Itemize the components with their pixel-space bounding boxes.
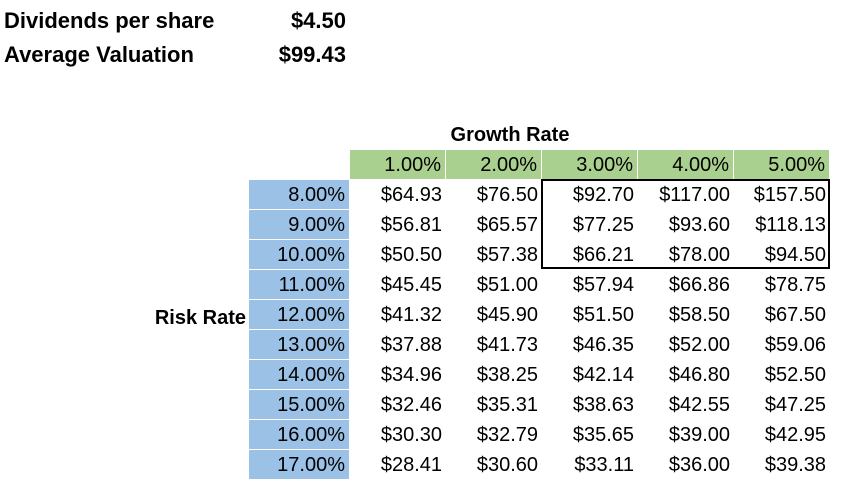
valuation-cell: $41.32	[380, 304, 442, 326]
risk-rate-header: 17.00%	[249, 450, 349, 479]
valuation-cell: $38.63	[572, 394, 634, 416]
growth-rate-header: 1.00%	[350, 150, 445, 179]
valuation-cell: $78.75	[764, 274, 826, 296]
risk-rate-header: 10.00%	[249, 240, 349, 269]
valuation-cell: $51.00	[476, 274, 538, 296]
risk-rate-header: 8.00%	[249, 180, 349, 209]
growth-rate-header: 5.00%	[734, 150, 829, 179]
valuation-cell: $66.21	[572, 244, 634, 266]
valuation-cell: $50.50	[380, 244, 442, 266]
risk-rate-header: 16.00%	[249, 420, 349, 449]
valuation-cell: $65.57	[476, 214, 538, 236]
valuation-cell: $58.50	[668, 304, 730, 326]
valuation-cell: $35.65	[572, 424, 634, 446]
valuation-cell: $42.14	[572, 364, 634, 386]
valuation-cell: $33.11	[574, 454, 634, 476]
risk-rate-header: 11.00%	[249, 270, 349, 299]
risk-rate-header: 12.00%	[249, 300, 349, 329]
valuation-cell: $41.73	[476, 334, 538, 356]
dividends-label: Dividends per share	[4, 8, 215, 33]
valuation-cell: $34.96	[380, 364, 442, 386]
valuation-cell: $28.41	[380, 454, 442, 476]
valuation-cell: $45.90	[476, 304, 538, 326]
valuation-cell: $32.79	[476, 424, 538, 446]
growth-rate-header: 3.00%	[542, 150, 637, 179]
valuation-cell: $47.25	[764, 394, 826, 416]
growth-rate-header: 4.00%	[638, 150, 733, 179]
valuation-cell: $67.50	[764, 304, 826, 326]
valuation-cell: $38.25	[476, 364, 538, 386]
valuation-cell: $30.30	[380, 424, 442, 446]
growth-rate-header: 2.00%	[446, 150, 541, 179]
valuation-cell: $117.00	[659, 184, 730, 206]
valuation-cell: $37.88	[380, 334, 442, 356]
valuation-cell: $92.70	[572, 184, 634, 206]
valuation-cell: $76.50	[476, 184, 538, 206]
valuation-cell: $45.45	[380, 274, 442, 296]
risk-rate-header: 13.00%	[249, 330, 349, 359]
valuation-cell: $52.00	[668, 334, 730, 356]
valuation-cell: $59.06	[764, 334, 826, 356]
valuation-cell: $52.50	[764, 364, 826, 386]
dividends-value: $4.50	[290, 8, 346, 33]
valuation-cell: $64.93	[380, 184, 442, 206]
valuation-cell: $56.81	[380, 214, 442, 236]
valuation-cell: $93.60	[668, 214, 730, 236]
valuation-cell: $78.00	[668, 244, 730, 266]
valuation-cell: $42.55	[668, 394, 730, 416]
valuation-cell: $39.38	[764, 454, 826, 476]
growth-rate-title: Growth Rate	[450, 124, 570, 146]
valuation-cell: $32.46	[380, 394, 442, 416]
valuation-cell: $42.95	[764, 424, 826, 446]
risk-rate-header: 14.00%	[249, 360, 349, 389]
valuation-label: Average Valuation	[4, 42, 194, 67]
valuation-cell: $94.50	[764, 244, 826, 266]
valuation-value: $99.43	[278, 42, 346, 67]
valuation-cell: $66.86	[668, 274, 730, 296]
valuation-cell: $46.35	[572, 334, 634, 356]
valuation-cell: $39.00	[668, 424, 730, 446]
valuation-cell: $36.00	[668, 454, 730, 476]
valuation-cell: $118.13	[755, 214, 826, 236]
risk-rate-header: 15.00%	[249, 390, 349, 419]
valuation-cell: $46.80	[668, 364, 730, 386]
valuation-cell: $57.94	[572, 274, 634, 296]
risk-rate-title: Risk Rate	[154, 307, 246, 329]
valuation-cell: $51.50	[572, 304, 634, 326]
valuation-cell: $157.50	[753, 184, 826, 206]
risk-rate-header: 9.00%	[249, 210, 349, 239]
valuation-cell: $57.38	[476, 244, 538, 266]
valuation-cell: $30.60	[476, 454, 538, 476]
valuation-cell: $35.31	[476, 394, 538, 416]
valuation-cell: $77.25	[572, 214, 634, 236]
